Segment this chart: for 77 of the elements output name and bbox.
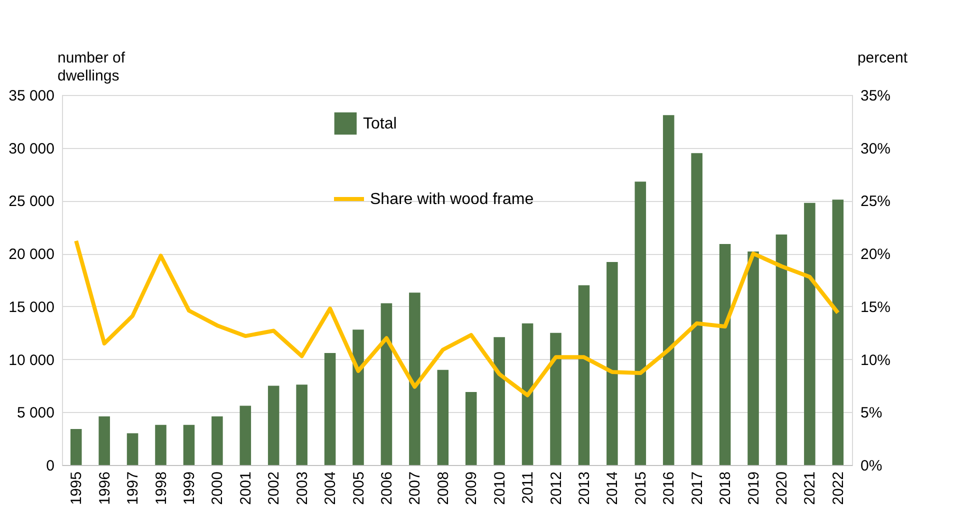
x-tick-label: 2017 xyxy=(688,472,706,505)
x-tick-label: 1995 xyxy=(68,472,86,505)
x-tick-label: 1997 xyxy=(124,472,142,505)
bar xyxy=(155,424,166,465)
y-tick-label: 35 000 xyxy=(8,88,54,104)
bar xyxy=(183,424,195,465)
x-tick-label: 2022 xyxy=(830,472,847,505)
y2-tick-label: 5% xyxy=(860,404,882,422)
bar xyxy=(494,337,505,465)
bar xyxy=(832,200,844,465)
x-tick-label: 1999 xyxy=(180,472,198,505)
x-tick-label: 2008 xyxy=(434,472,452,505)
bar xyxy=(522,323,534,465)
bar xyxy=(719,244,731,465)
x-tick-label: 2002 xyxy=(266,472,283,505)
x-tick-label: 2003 xyxy=(294,472,311,505)
y-tick-label: 20 000 xyxy=(8,246,54,264)
x-tick-label: 2019 xyxy=(745,472,762,505)
bar xyxy=(578,285,590,465)
x-tick-label: 2021 xyxy=(802,472,819,505)
x-tick-label: 2010 xyxy=(491,472,508,505)
bar xyxy=(126,433,138,465)
x-tick-label: 2006 xyxy=(378,472,396,505)
bar xyxy=(634,182,646,465)
y2-tick-label: 10% xyxy=(860,352,891,369)
x-tick-label: 2018 xyxy=(717,472,734,505)
bar xyxy=(296,384,308,465)
x-tick-label: 2007 xyxy=(406,472,424,505)
bar xyxy=(804,202,816,465)
x-tick-label: 2001 xyxy=(237,472,254,505)
legend-label: Share with wood frame xyxy=(370,191,534,208)
x-tick-label: 1998 xyxy=(152,472,170,505)
bar xyxy=(409,292,420,465)
x-tick-label: 2009 xyxy=(463,472,480,505)
legend-label: Total xyxy=(363,116,397,132)
x-tick-label: 2004 xyxy=(322,472,340,505)
x-tick-label: 2016 xyxy=(660,472,678,505)
x-tick-label: 2012 xyxy=(548,472,565,505)
y2-axis-title: percent xyxy=(857,50,908,66)
y2-tick-label: 20% xyxy=(860,246,891,264)
bar xyxy=(465,392,477,465)
bar xyxy=(550,332,562,465)
x-tick-label: 2014 xyxy=(604,472,622,505)
bar xyxy=(662,115,674,465)
y2-tick-label: 0% xyxy=(860,458,882,474)
x-tick-label: 1996 xyxy=(96,472,114,505)
bar xyxy=(380,303,392,465)
bar xyxy=(352,330,364,465)
x-tick-label: 2011 xyxy=(520,472,537,504)
y2-tick-label: 30% xyxy=(860,140,891,158)
line-series xyxy=(74,238,840,398)
x-tick-label: 2000 xyxy=(209,472,226,505)
y-tick-label: 25 000 xyxy=(8,193,54,210)
bar xyxy=(268,386,280,465)
y2-tick-label: 35% xyxy=(860,88,891,104)
bar xyxy=(606,262,618,465)
y-tick-label: 10 000 xyxy=(8,352,54,369)
bar xyxy=(240,406,252,465)
y-tick-label: 0 xyxy=(46,458,54,474)
x-tick-label: 2013 xyxy=(576,472,593,505)
x-tick-label: 2005 xyxy=(350,472,368,505)
y2-tick-label: 15% xyxy=(860,298,891,316)
bar xyxy=(70,429,82,465)
x-tick-label: 2015 xyxy=(632,472,650,505)
y2-tick-label: 25% xyxy=(860,193,891,210)
bar xyxy=(691,153,702,465)
y-axis-title: number of dwellings xyxy=(58,50,126,84)
x-tick-label: 2020 xyxy=(773,472,790,505)
bar xyxy=(776,234,788,465)
bar xyxy=(98,416,110,465)
y-tick-label: 15 000 xyxy=(8,298,54,316)
y-tick-label: 5 000 xyxy=(16,404,54,422)
bar xyxy=(748,251,759,465)
bar xyxy=(437,370,449,465)
bar xyxy=(212,416,223,465)
y-tick-label: 30 000 xyxy=(8,140,54,158)
bar xyxy=(324,352,336,465)
